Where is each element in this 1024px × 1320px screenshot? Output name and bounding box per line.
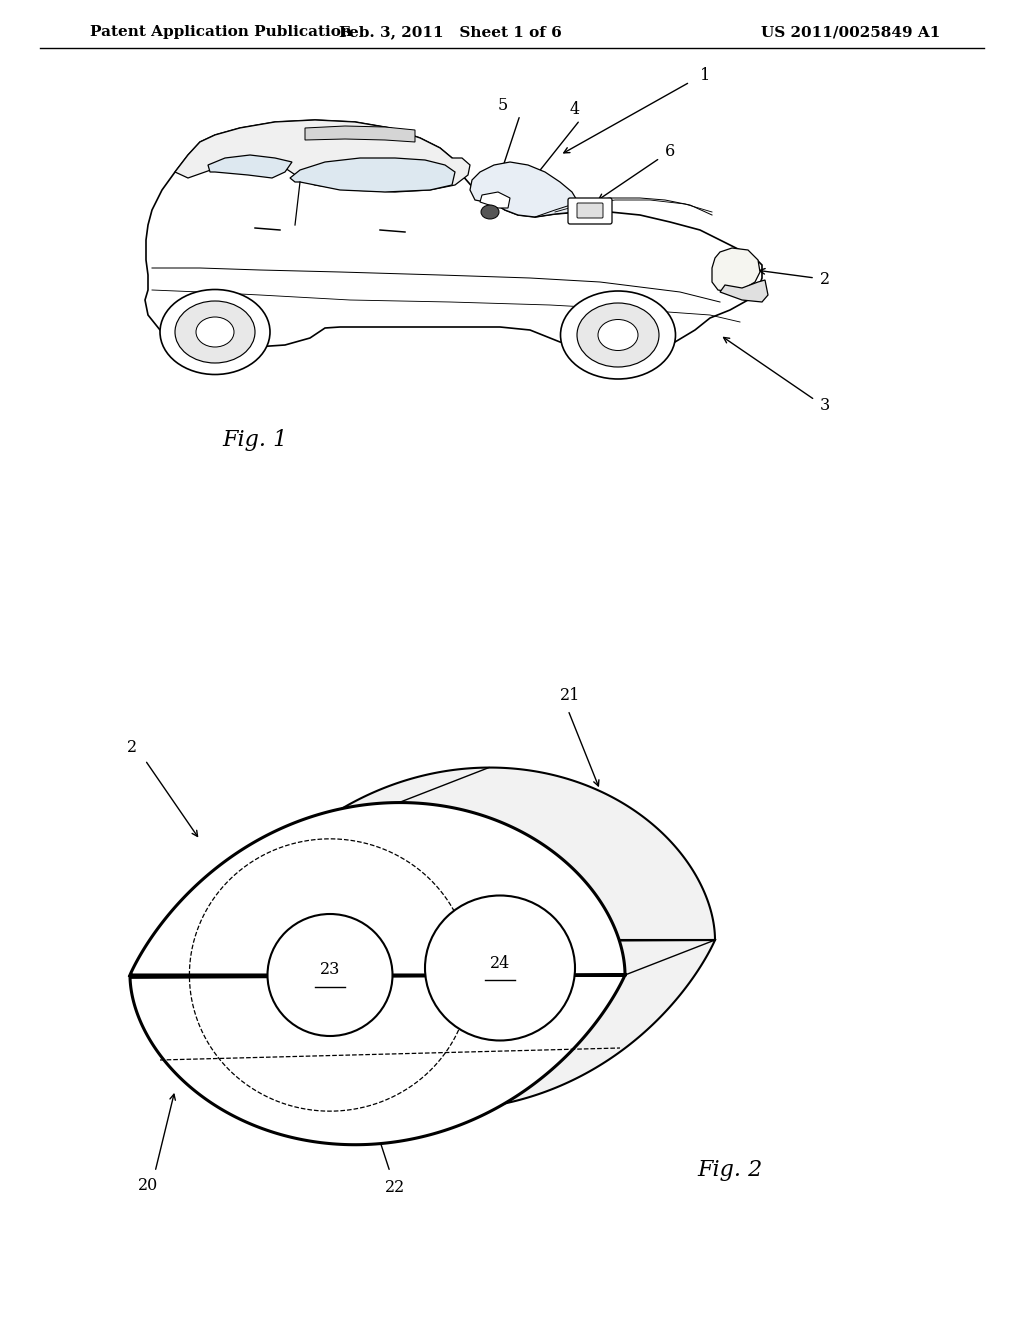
Text: 23: 23 [319, 961, 340, 978]
Text: 6: 6 [665, 144, 675, 161]
Ellipse shape [560, 290, 676, 379]
Polygon shape [145, 120, 762, 348]
Text: 3: 3 [820, 396, 830, 413]
Polygon shape [290, 158, 455, 191]
Polygon shape [130, 803, 625, 1144]
Text: 1: 1 [700, 66, 711, 83]
Text: 21: 21 [560, 686, 581, 704]
Polygon shape [712, 248, 760, 292]
Text: Fig. 2: Fig. 2 [697, 1159, 763, 1181]
Text: US 2011/0025849 A1: US 2011/0025849 A1 [761, 25, 940, 40]
Text: Fig. 1: Fig. 1 [222, 429, 288, 451]
Ellipse shape [577, 304, 659, 367]
Ellipse shape [425, 895, 575, 1040]
Text: 2: 2 [127, 739, 137, 756]
Polygon shape [208, 154, 292, 178]
Ellipse shape [175, 301, 255, 363]
FancyBboxPatch shape [568, 198, 612, 224]
Ellipse shape [481, 205, 499, 219]
Text: 2: 2 [820, 272, 830, 289]
Polygon shape [720, 280, 768, 302]
Text: 4: 4 [570, 102, 581, 119]
FancyBboxPatch shape [577, 203, 603, 218]
Text: 20: 20 [138, 1176, 158, 1193]
Polygon shape [175, 120, 470, 191]
Polygon shape [305, 125, 415, 143]
Text: Feb. 3, 2011   Sheet 1 of 6: Feb. 3, 2011 Sheet 1 of 6 [339, 25, 561, 40]
Ellipse shape [598, 319, 638, 351]
Polygon shape [220, 767, 715, 1110]
Ellipse shape [267, 913, 392, 1036]
Polygon shape [480, 191, 510, 209]
Ellipse shape [160, 289, 270, 375]
Ellipse shape [196, 317, 234, 347]
Polygon shape [470, 162, 578, 216]
Text: Patent Application Publication: Patent Application Publication [90, 25, 352, 40]
Text: 22: 22 [385, 1179, 406, 1196]
Text: 24: 24 [489, 954, 510, 972]
Text: 5: 5 [498, 96, 508, 114]
